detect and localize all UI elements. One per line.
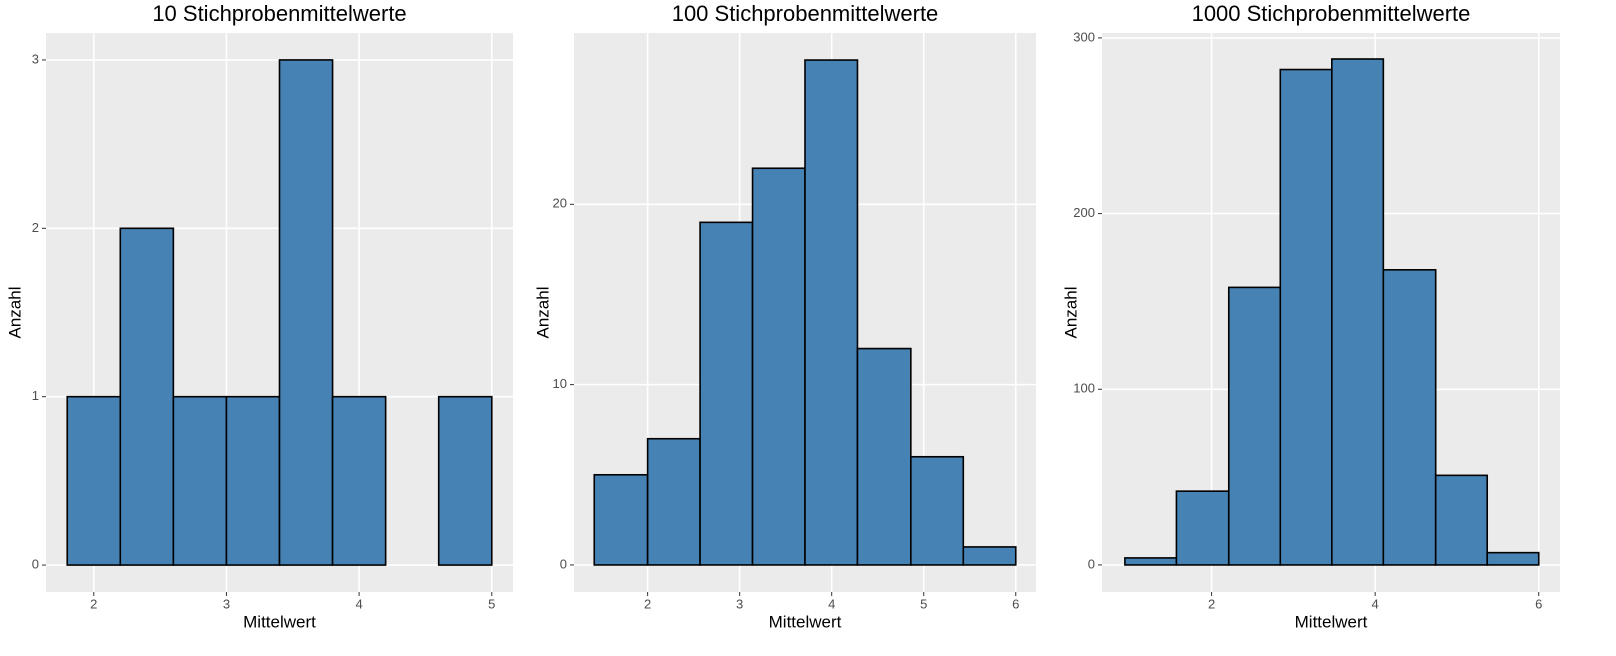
x-tick-label: 5: [488, 596, 495, 611]
x-tick-label: 6: [1535, 596, 1542, 611]
x-tick-label: 4: [828, 596, 835, 611]
x-tick-label: 6: [1012, 596, 1019, 611]
y-tick-label: 0: [560, 556, 567, 571]
y-tick-label: 0: [32, 556, 39, 571]
y-tick-label: 10: [553, 376, 567, 391]
x-axis-label: Mittelwert: [1295, 612, 1368, 631]
x-tick-label: 3: [223, 596, 230, 611]
x-axis-label: Mittelwert: [769, 612, 842, 631]
x-tick-label: 2: [1208, 596, 1215, 611]
y-axis-label: Anzahl: [5, 287, 24, 339]
bar: [225, 395, 281, 566]
bar: [1227, 286, 1282, 566]
y-tick-label: 100: [1073, 381, 1095, 396]
bar: [437, 395, 493, 566]
chart-title: 100 Stichprobenmittelwerte: [672, 1, 939, 26]
bar: [856, 347, 912, 566]
bar: [751, 167, 806, 566]
x-tick-label: 5: [920, 596, 927, 611]
x-tick-label: 2: [90, 596, 97, 611]
bar: [1124, 557, 1178, 566]
bar: [172, 395, 228, 566]
bar: [804, 59, 859, 566]
y-tick-label: 200: [1073, 205, 1095, 220]
bar: [278, 59, 334, 566]
bar: [1331, 58, 1385, 566]
bar: [66, 395, 122, 566]
bar: [331, 395, 387, 566]
bar: [119, 227, 175, 566]
bar: [593, 473, 649, 566]
x-axis-label: Mittelwert: [243, 612, 316, 631]
y-axis-label: Anzahl: [533, 287, 552, 339]
chart-title: 1000 Stichprobenmittelwerte: [1192, 1, 1471, 26]
bar: [1434, 474, 1489, 566]
x-tick-label: 2: [644, 596, 651, 611]
y-tick-label: 2: [32, 220, 39, 235]
y-tick-label: 1: [32, 388, 39, 403]
y-tick-label: 300: [1073, 29, 1095, 44]
bar: [1486, 551, 1540, 566]
x-tick-label: 4: [1372, 596, 1379, 611]
bar: [699, 221, 754, 566]
y-tick-label: 0: [1088, 556, 1095, 571]
x-tick-label: 4: [355, 596, 362, 611]
y-tick-label: 3: [32, 51, 39, 66]
bar: [1175, 490, 1230, 566]
y-tick-label: 20: [553, 196, 567, 211]
x-tick-label: 3: [736, 596, 743, 611]
chart-title: 10 Stichprobenmittelwerte: [152, 1, 406, 26]
bar: [962, 546, 1017, 566]
y-axis-label: Anzahl: [1061, 287, 1080, 339]
bar: [1382, 269, 1437, 566]
bar: [646, 437, 701, 566]
bar: [910, 455, 965, 566]
bar: [1279, 68, 1333, 566]
